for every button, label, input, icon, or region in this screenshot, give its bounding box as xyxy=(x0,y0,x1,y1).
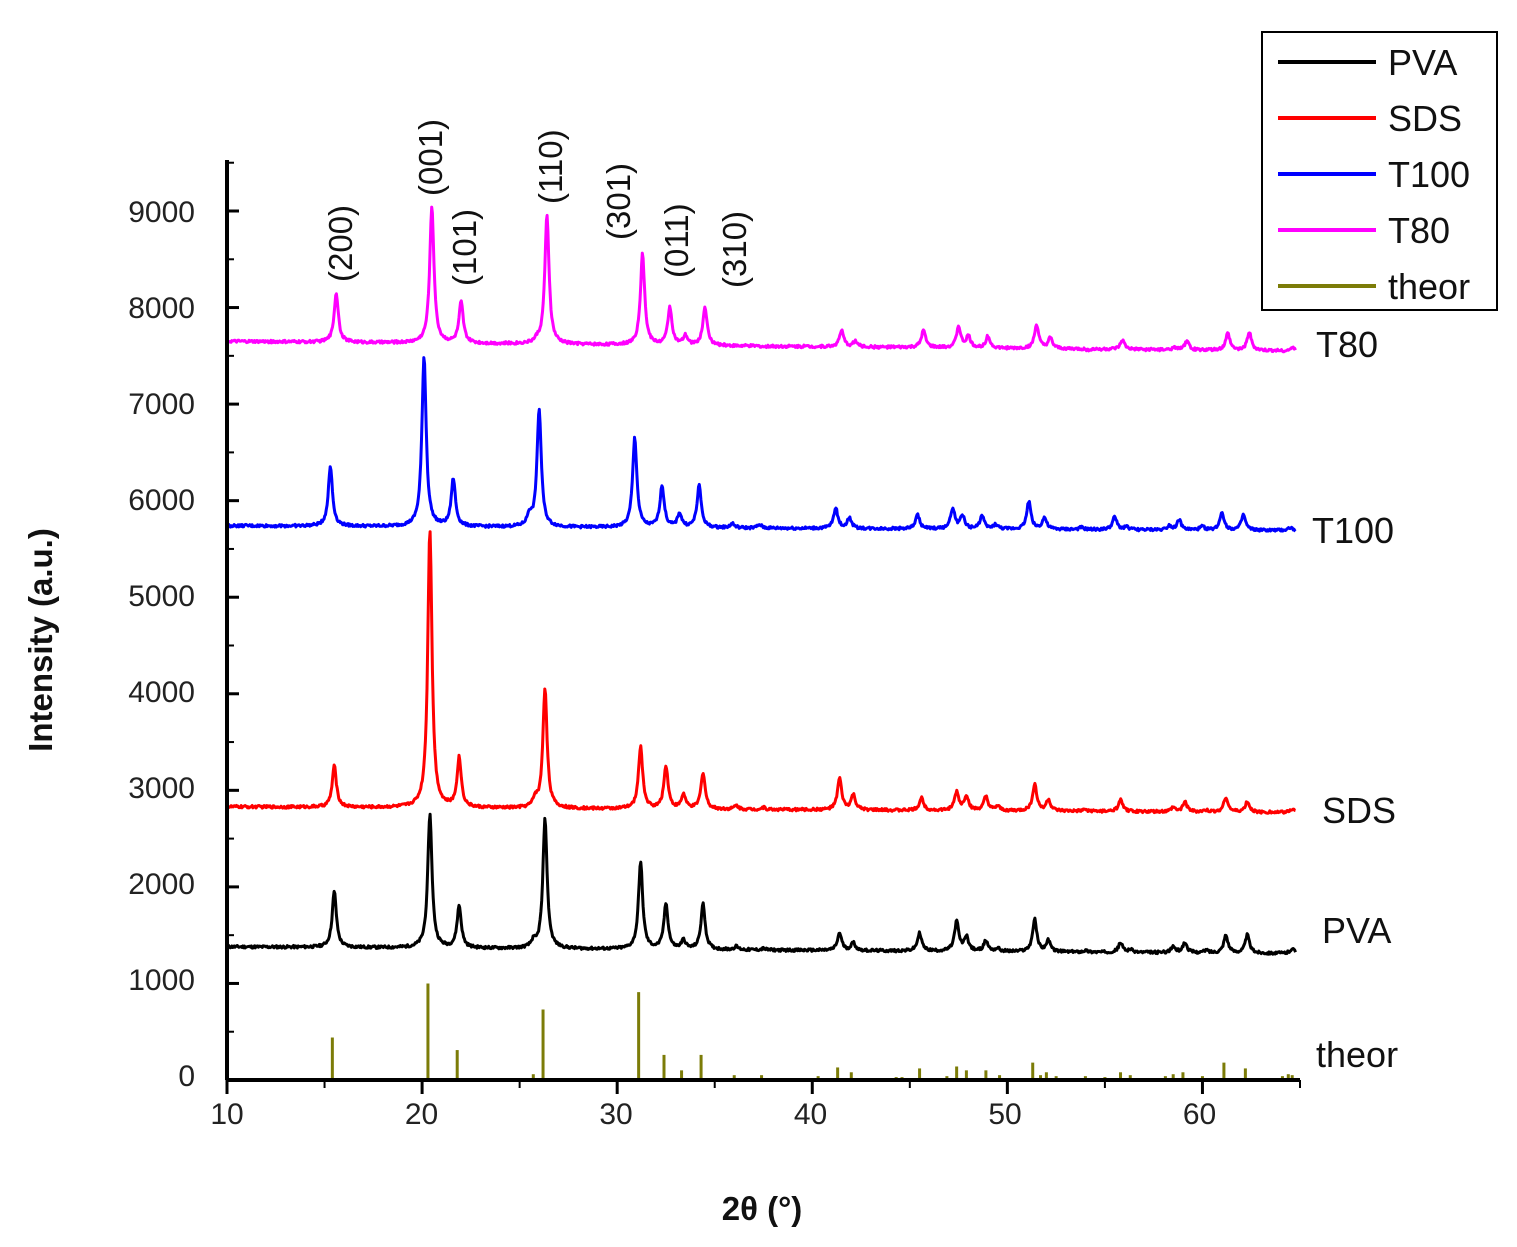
peak-label-200: (200) xyxy=(322,205,359,282)
y-tick-label-4000: 4000 xyxy=(128,676,195,709)
series-line-t80 xyxy=(226,205,1297,354)
series-line-pva xyxy=(227,812,1297,956)
x-tick-label-40: 40 xyxy=(794,1098,827,1131)
legend-label-pva: PVA xyxy=(1388,42,1457,83)
y-tick-label-5000: 5000 xyxy=(128,580,195,613)
peak-label-011: (011) xyxy=(658,203,695,278)
x-tick-label-20: 20 xyxy=(405,1098,438,1131)
series-line-t100 xyxy=(226,356,1297,533)
x-tick-label-30: 30 xyxy=(599,1098,632,1131)
legend-label-t100: T100 xyxy=(1388,154,1470,195)
legend-box xyxy=(1261,31,1498,311)
series-label-sds: SDS xyxy=(1322,790,1396,831)
y-tick-label-1000: 1000 xyxy=(128,964,195,997)
series-group xyxy=(226,205,1297,1080)
x-axis-title: 2θ (°) xyxy=(722,1190,803,1227)
y-axis-title: Intensity (a.u.) xyxy=(22,528,59,752)
x-tick-label-10: 10 xyxy=(210,1098,243,1131)
y-tick-label-2000: 2000 xyxy=(128,868,195,901)
y-tick-label-6000: 6000 xyxy=(128,484,195,517)
peak-label-110: (110) xyxy=(532,129,569,204)
peak-label-301: (301) xyxy=(600,163,637,240)
legend-label-sds: SDS xyxy=(1388,98,1462,139)
series-label-theor: theor xyxy=(1316,1034,1398,1075)
peak-label-310: (310) xyxy=(716,211,753,288)
x-tick-label-60: 60 xyxy=(1183,1098,1216,1131)
series-label-t80: T80 xyxy=(1316,324,1378,365)
y-tick-label-8000: 8000 xyxy=(128,292,195,325)
y-tick-label-7000: 7000 xyxy=(128,388,195,421)
y-tick-labels: 0 1000 2000 3000 4000 5000 6000 7000 800… xyxy=(128,196,195,1093)
legend-label-theor: theor xyxy=(1388,266,1470,307)
y-tick-label-3000: 3000 xyxy=(128,772,195,805)
peak-label-001: (001) xyxy=(412,119,449,196)
legend: PVA SDS T100 T80 theor xyxy=(1261,31,1498,311)
y-tick-label-9000: 9000 xyxy=(128,196,195,229)
x-tick-labels: 10 20 30 40 50 60 xyxy=(210,1098,1216,1131)
series-label-t100: T100 xyxy=(1312,510,1394,551)
peak-label-101: (101) xyxy=(446,209,483,286)
y-tick-label-0: 0 xyxy=(178,1060,195,1093)
x-tick-label-50: 50 xyxy=(988,1098,1021,1131)
legend-label-t80: T80 xyxy=(1388,210,1450,251)
series-labels: T80 T100 SDS PVA theor xyxy=(1312,324,1398,1075)
series-label-pva: PVA xyxy=(1322,910,1391,951)
peak-annotations: (200) (001) (101) (110) (301) (011) (310… xyxy=(322,119,753,288)
tick-marks xyxy=(225,161,1301,1094)
series-line-sds xyxy=(226,530,1297,815)
